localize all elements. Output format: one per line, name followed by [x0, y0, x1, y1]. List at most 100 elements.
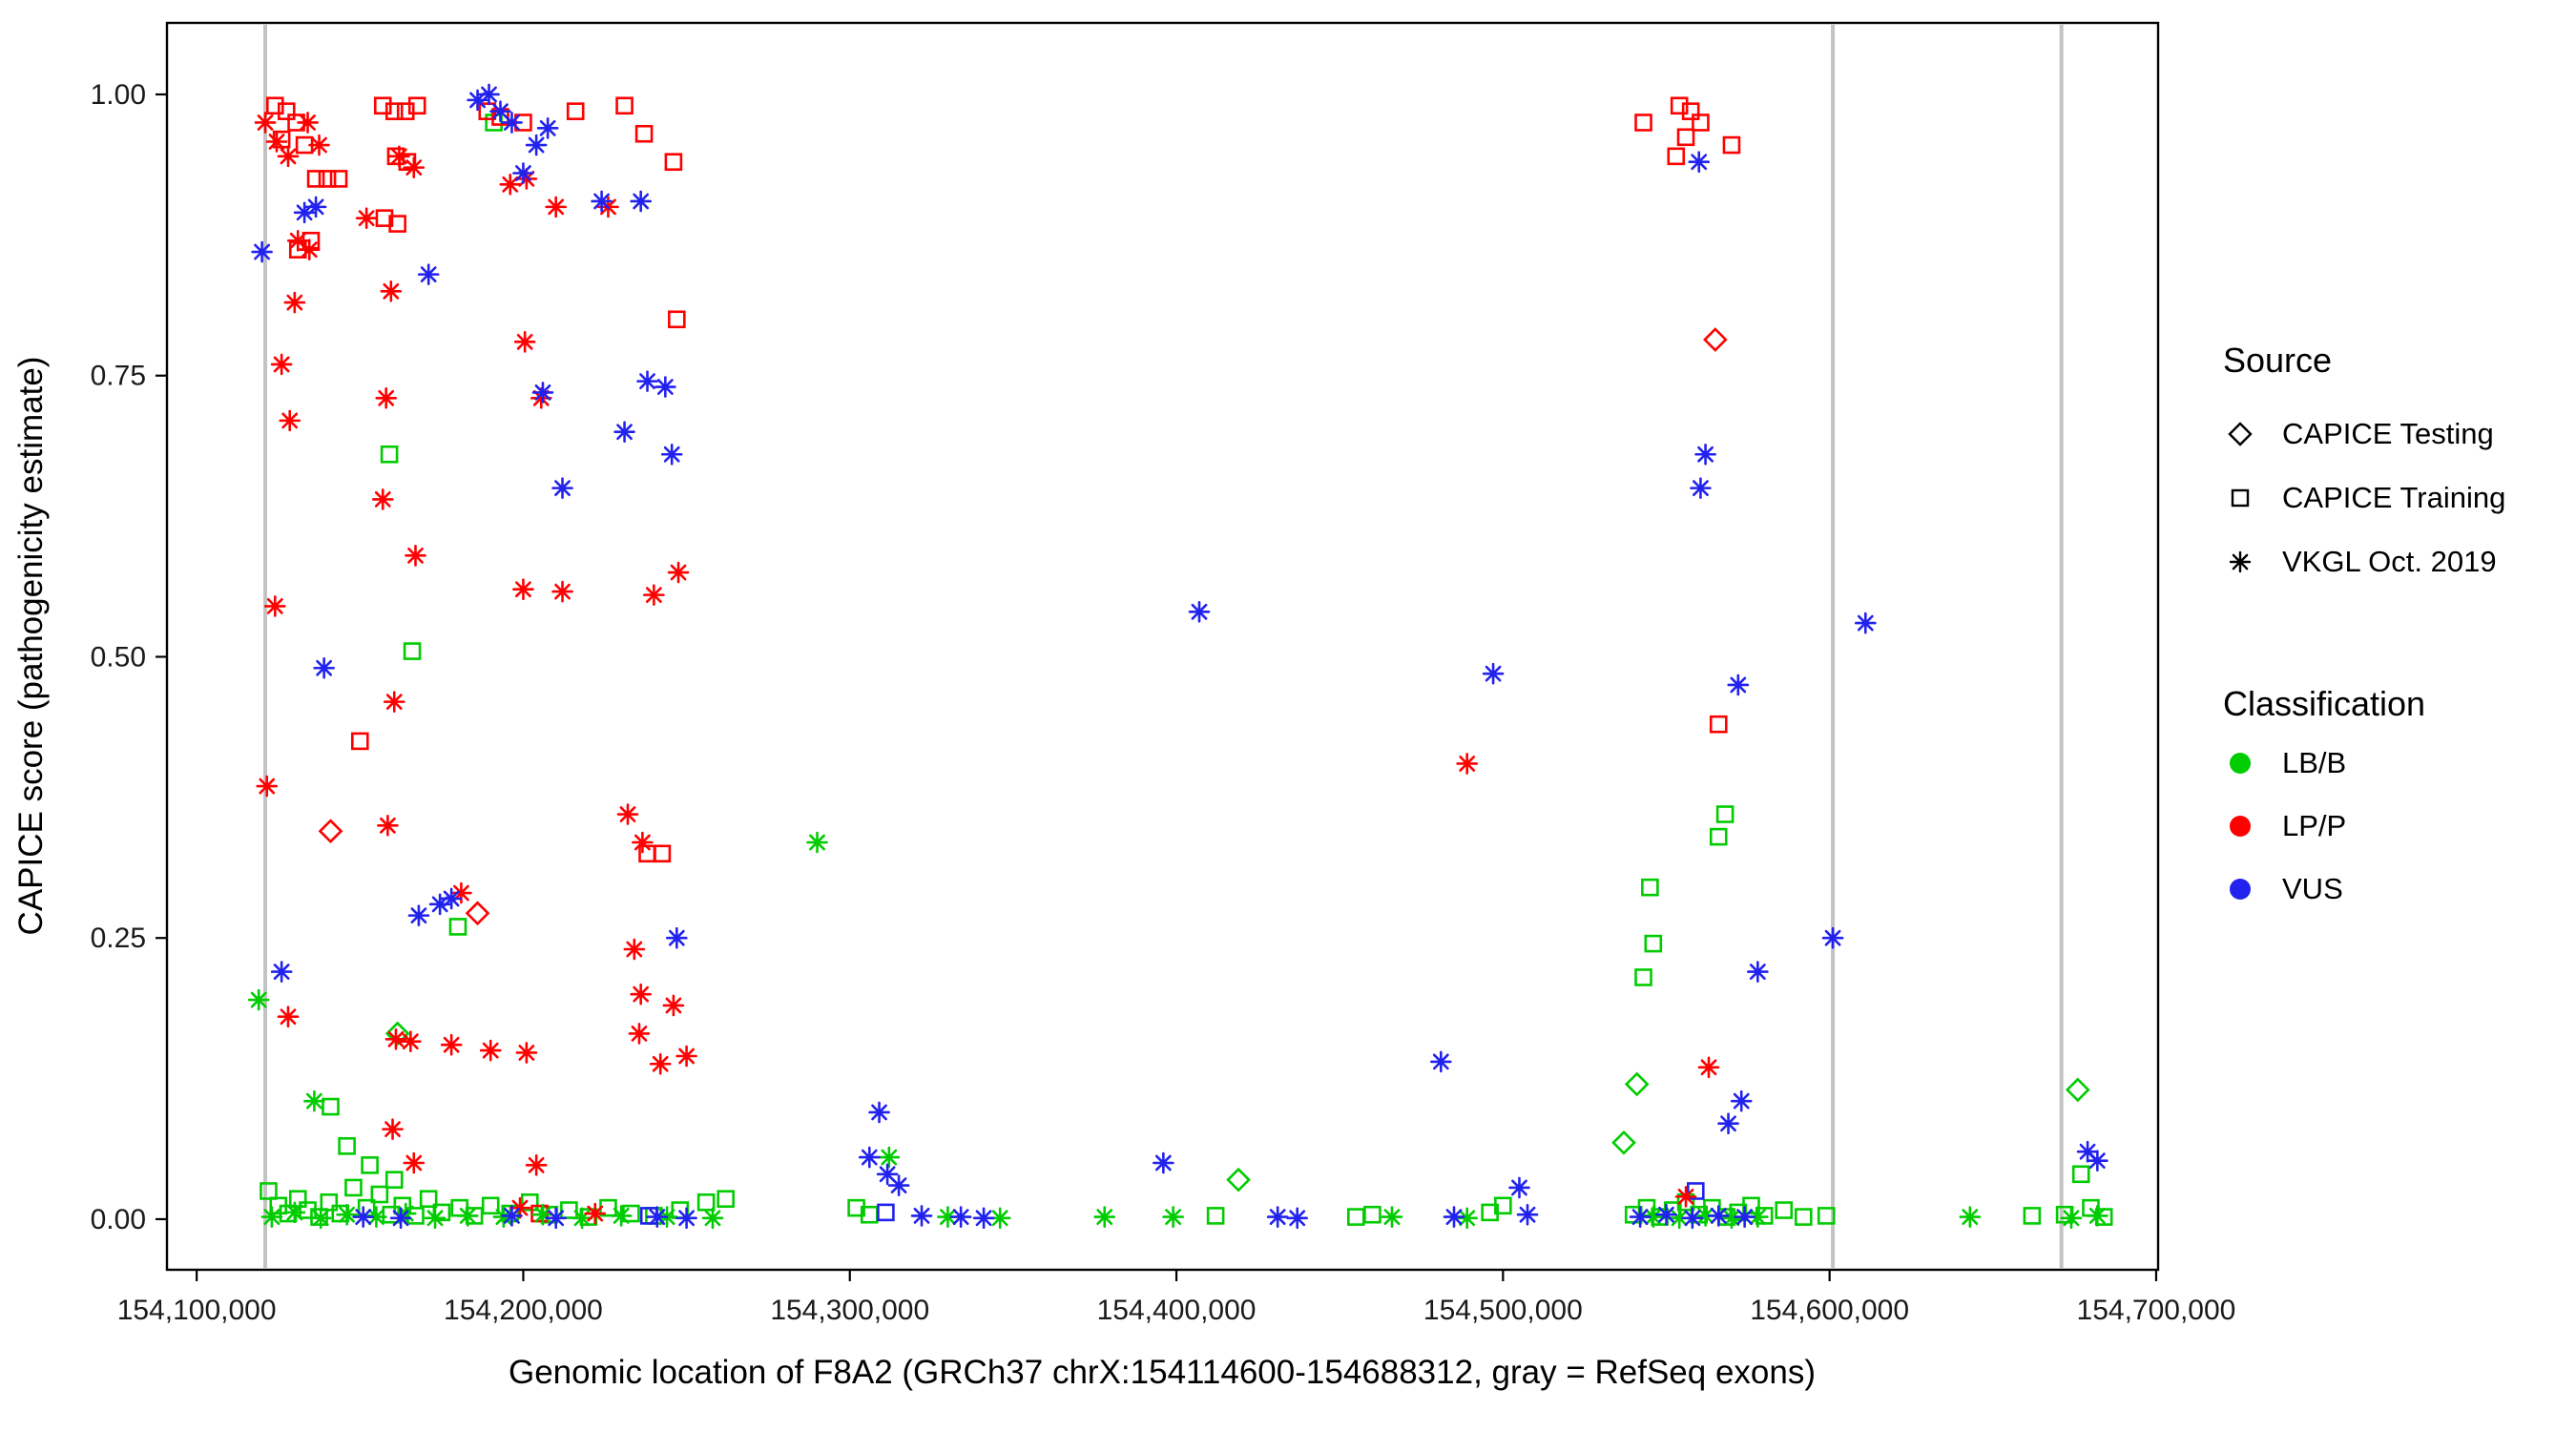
- data-point-asterisk: [371, 488, 394, 510]
- data-point-square: [668, 310, 686, 329]
- data-point-asterisk: [701, 1207, 724, 1230]
- data-point-square: [260, 1182, 278, 1200]
- data-point-asterisk: [293, 201, 316, 224]
- data-point-square: [384, 102, 404, 120]
- legend-item-lpp: LP/P: [2282, 809, 2346, 842]
- data-point-asterisk: [972, 1207, 995, 1230]
- data-point-square: [1687, 1182, 1705, 1200]
- data-point-asterisk: [536, 117, 559, 139]
- data-point-square: [1794, 1208, 1813, 1226]
- y-tick-label: 0.25: [91, 923, 146, 954]
- data-point-asterisk: [571, 1207, 593, 1230]
- data-point-square: [407, 96, 426, 115]
- data-point-diamond: [1703, 327, 1728, 352]
- data-point-asterisk: [303, 1089, 325, 1112]
- data-point-asterisk: [270, 961, 293, 983]
- data-point-square: [1709, 715, 1728, 734]
- data-point-asterisk: [610, 1205, 633, 1227]
- data-point-asterisk: [467, 89, 488, 112]
- data-point-asterisk: [501, 112, 523, 134]
- data-point-asterisk: [297, 112, 319, 134]
- data-point-asterisk: [509, 1196, 531, 1219]
- data-point-asterisk: [662, 994, 685, 1017]
- data-point-asterisk: [1694, 1205, 1716, 1227]
- data-point-square: [877, 1203, 895, 1222]
- data-point-asterisk: [382, 1118, 404, 1140]
- data-point-asterisk: [643, 584, 665, 606]
- data-point-asterisk: [1153, 1151, 1174, 1174]
- data-point-asterisk: [313, 656, 335, 679]
- legend-source: Source CAPICE Testing CAPICE Training VK…: [2223, 341, 2505, 578]
- data-point-asterisk: [1381, 1206, 1403, 1228]
- data-point-asterisk: [1727, 674, 1750, 696]
- data-point-square: [370, 1185, 389, 1204]
- data-point-square: [277, 102, 296, 120]
- data-point-asterisk: [525, 134, 548, 156]
- data-point-square: [1667, 147, 1686, 166]
- legend-item-vkgl: VKGL Oct. 2019: [2282, 545, 2497, 578]
- data-point-asterisk: [1674, 1186, 1697, 1208]
- data-point-asterisk: [531, 382, 554, 404]
- data-point-asterisk: [286, 229, 309, 252]
- data-point-square: [481, 1196, 500, 1215]
- data-point-asterisk: [1456, 1207, 1478, 1230]
- data-point-asterisk: [545, 196, 567, 218]
- legend-color-dot: [2230, 753, 2251, 774]
- legend-color-dot: [2230, 816, 2251, 837]
- data-point-asterisk: [636, 370, 658, 392]
- data-point-square: [396, 102, 415, 120]
- data-point-square: [329, 170, 348, 188]
- data-point-asterisk: [375, 387, 397, 409]
- legend-item-capice-training: CAPICE Training: [2282, 481, 2505, 514]
- data-point-asterisk: [515, 168, 538, 190]
- data-point-asterisk: [988, 1207, 1011, 1230]
- legend-source-title: Source: [2223, 341, 2332, 380]
- data-point-asterisk: [2060, 1207, 2083, 1230]
- data-point-asterisk: [551, 477, 573, 499]
- data-point-square: [1634, 114, 1652, 132]
- data-point-asterisk: [1516, 1203, 1539, 1226]
- data-point-asterisk: [1642, 1206, 1665, 1228]
- y-tick-label: 0.50: [91, 641, 146, 673]
- data-point-asterisk: [417, 263, 440, 285]
- data-point-asterisk: [1286, 1207, 1308, 1230]
- data-point-asterisk: [910, 1205, 933, 1227]
- data-point-square: [696, 1192, 716, 1212]
- x-tick-label: 154,200,000: [444, 1295, 603, 1326]
- data-point-asterisk: [525, 1154, 548, 1176]
- legend-item-lbb: LB/B: [2282, 746, 2346, 779]
- data-point-square: [653, 844, 672, 863]
- legend-classification: Classification LB/B LP/P VUS: [2223, 684, 2425, 905]
- data-point-square: [1775, 1201, 1794, 1219]
- data-point-asterisk: [456, 1205, 479, 1227]
- data-point-asterisk: [1821, 926, 1844, 949]
- data-point-asterisk: [403, 156, 426, 178]
- data-point-asterisk: [1508, 1176, 1530, 1199]
- x-tick-label: 154,600,000: [1750, 1295, 1909, 1326]
- data-point-asterisk: [1188, 601, 1211, 623]
- data-point-asterisk: [424, 1207, 447, 1230]
- data-point-square: [373, 96, 392, 115]
- data-point-asterisk: [1482, 662, 1505, 685]
- data-point-square: [320, 1192, 339, 1212]
- data-point-square: [1681, 102, 1700, 120]
- axis-ticks: 154,100,000 154,200,000 154,300,000 154,400…: [91, 79, 2236, 1326]
- data-point-asterisk: [613, 421, 635, 443]
- data-point-asterisk: [309, 1207, 332, 1230]
- data-point-square: [306, 170, 325, 188]
- data-point-square: [384, 1171, 404, 1189]
- data-point-asterisk: [1629, 1206, 1652, 1228]
- data-point-square: [1676, 128, 1695, 147]
- data-point-square: [717, 1190, 735, 1209]
- data-point-asterisk: [1694, 443, 1716, 466]
- data-point-asterisk: [513, 331, 536, 353]
- data-point-asterisk: [254, 112, 277, 134]
- data-point-square: [361, 1156, 379, 1174]
- y-tick-label: 0.75: [91, 361, 146, 392]
- data-point-asterisk: [515, 1042, 538, 1064]
- data-point-square: [1347, 1208, 1365, 1226]
- data-point-asterisk: [591, 190, 613, 213]
- legend-marker-diamond: [2228, 422, 2253, 446]
- data-point-asterisk: [1959, 1206, 1982, 1228]
